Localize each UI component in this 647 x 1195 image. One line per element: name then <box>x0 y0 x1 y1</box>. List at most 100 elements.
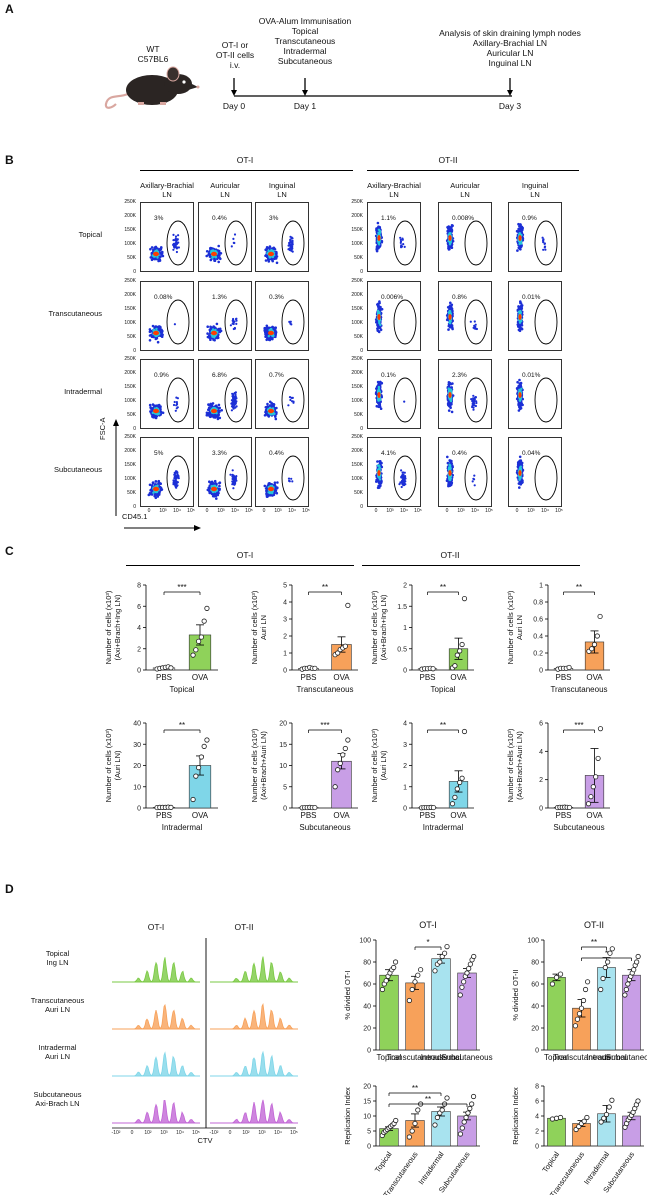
gate-dot <box>470 398 473 401</box>
density-dot <box>149 410 152 413</box>
density-dot <box>448 381 452 385</box>
column-label-line: LN <box>389 190 399 199</box>
density-hotspot <box>518 392 522 398</box>
event-line: Auricular LN <box>486 48 534 58</box>
density-dot <box>217 327 220 331</box>
density-dot <box>376 380 380 384</box>
gate-percentage: 0.1% <box>381 372 396 379</box>
gate-dot <box>404 483 407 486</box>
density-dot <box>210 405 214 408</box>
density-dot <box>378 320 381 324</box>
flow-y-tick: 250K <box>351 278 363 284</box>
density-dot <box>375 227 378 230</box>
flow-dot-plot <box>367 359 421 429</box>
gate-dot <box>229 473 232 476</box>
density-dot <box>161 411 165 415</box>
density-dot <box>218 330 221 333</box>
mouse-snout <box>188 82 198 90</box>
event-line: OT-II cells <box>215 50 255 60</box>
flow-dot-plot <box>367 202 421 272</box>
density-dot <box>518 311 521 314</box>
density-dot <box>517 246 521 249</box>
flow-y-tick: 200K <box>124 213 136 219</box>
gate-percentage: 0.9% <box>154 372 169 379</box>
flow-dot-plot <box>367 281 421 351</box>
density-dot <box>265 338 268 342</box>
density-hotspot <box>268 486 274 492</box>
gate-dot <box>232 476 235 479</box>
flow-y-tick: 0 <box>360 504 363 510</box>
density-dot <box>209 336 212 340</box>
density-dot <box>519 406 523 410</box>
mouse-illustration <box>104 66 200 109</box>
density-hotspot <box>211 408 217 414</box>
density-dot <box>148 330 152 334</box>
column-label-line: Auricular <box>450 181 480 190</box>
density-hotspot <box>153 330 159 336</box>
flow-dot-plot <box>198 437 252 507</box>
gate-dot <box>402 473 405 476</box>
density-dot <box>208 255 212 258</box>
density-dot <box>155 327 158 331</box>
column-label-line: LN <box>460 190 470 199</box>
gate-percentage: 3.3% <box>212 450 227 457</box>
density-dot <box>205 413 209 417</box>
flow-y-tick: 50K <box>127 490 136 496</box>
density-dot <box>263 484 267 488</box>
gate-dot <box>233 480 236 483</box>
flow-x-tick: 10³ <box>386 508 394 514</box>
cell-gate <box>281 220 305 266</box>
gate-dot <box>173 246 176 249</box>
density-dot <box>520 387 523 390</box>
density-dot <box>159 405 162 408</box>
gate-dot <box>291 480 294 483</box>
density-dot <box>518 242 521 246</box>
gate-percentage: 0.08% <box>154 294 173 301</box>
mouse-nose <box>196 85 200 89</box>
flow-x-tick: 10³ <box>159 508 167 514</box>
density-dot <box>157 479 161 483</box>
gate-dot <box>399 238 402 241</box>
gate-percentage: 0.008% <box>452 215 475 222</box>
density-dot <box>208 491 211 495</box>
gate-dot <box>173 479 176 482</box>
density-dot <box>378 383 382 387</box>
density-dot <box>449 388 452 391</box>
flow-dot-plot <box>140 359 194 429</box>
density-dot <box>209 481 213 485</box>
density-hotspot <box>268 408 274 414</box>
density-dot <box>212 495 216 498</box>
flow-dot-plot <box>438 437 492 507</box>
density-hotspot <box>377 392 381 398</box>
flow-y-tick: 250K <box>351 199 363 205</box>
gate-dot <box>232 322 235 326</box>
gate-dot <box>235 405 238 408</box>
density-dot <box>269 484 272 488</box>
density-dot <box>521 403 524 407</box>
flow-y-tick: 100K <box>351 320 363 326</box>
density-dot <box>376 460 379 463</box>
density-dot <box>154 483 157 486</box>
density-dot <box>445 318 449 322</box>
gate-percentage: 1.1% <box>381 215 396 222</box>
cell-gate <box>166 220 190 266</box>
density-dot <box>218 484 221 488</box>
flow-x-tick: 0 <box>205 508 209 514</box>
gate-dot <box>230 245 233 248</box>
flow-y-tick: 200K <box>124 448 136 454</box>
cell-gate <box>393 455 417 501</box>
flow-dot-plot <box>198 281 252 351</box>
gate-dot <box>290 249 293 252</box>
event-line: i.v. <box>229 60 241 70</box>
density-dot <box>270 413 274 416</box>
density-dot <box>217 403 221 407</box>
day-label-1: Day 1 <box>293 101 317 111</box>
gate-dot <box>291 237 294 240</box>
gate-dot <box>232 406 235 409</box>
density-dot <box>211 256 214 259</box>
density-dot <box>447 484 450 488</box>
event-line: Analysis of skin draining lymph nodes <box>439 28 581 38</box>
density-dot <box>151 254 154 257</box>
flow-dot-plot <box>438 281 492 351</box>
gate-dot <box>472 408 475 411</box>
